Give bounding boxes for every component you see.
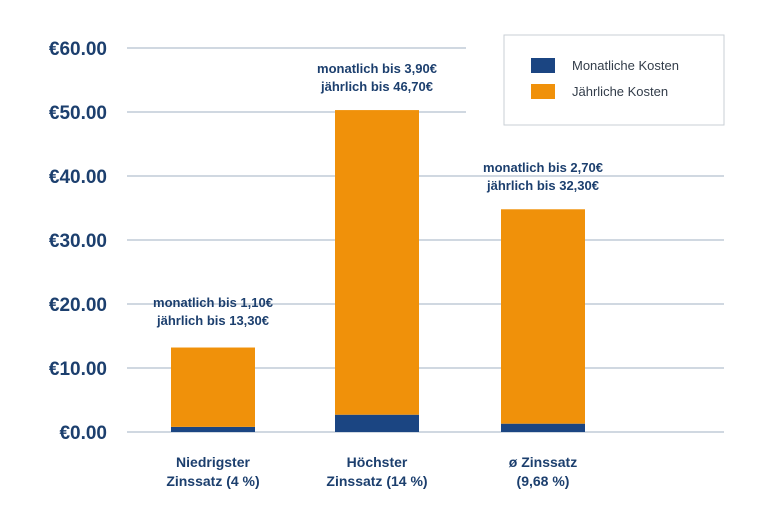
category-label: Niedrigster xyxy=(176,454,250,470)
bar-monthly xyxy=(335,414,419,432)
y-tick-label: €50.00 xyxy=(49,103,107,124)
bar-monthly xyxy=(501,423,585,432)
x-axis-categories: Niedrigster Zinssatz (4 %) Höchster Zinssat… xyxy=(166,454,577,489)
bar-annotation: monatlich bis 3,90€ xyxy=(317,61,437,76)
category-label: ø Zinssatz xyxy=(509,454,577,470)
bar-annotation: jährlich bis 46,70€ xyxy=(320,79,433,94)
y-tick-label: €10.00 xyxy=(49,359,107,380)
y-tick-label: €20.00 xyxy=(49,295,107,316)
legend: Monatliche Kosten Jährliche Kosten xyxy=(503,34,725,126)
category-label: (9,68 %) xyxy=(517,473,570,489)
category-label: Zinssatz (4 %) xyxy=(166,473,259,489)
legend-swatch-monthly xyxy=(531,58,555,73)
bar-yearly xyxy=(171,347,255,427)
bar-annotation: jährlich bis 32,30€ xyxy=(486,178,599,193)
category-label: Zinssatz (14 %) xyxy=(326,473,427,489)
legend-box xyxy=(503,34,725,126)
y-axis-ticks: €0.00 €10.00 €20.00 €30.00 €40.00 €50.00 €60.0… xyxy=(49,39,107,444)
y-tick-label: €30.00 xyxy=(49,231,107,252)
bar-yearly xyxy=(335,110,419,415)
category-label: Höchster xyxy=(347,454,408,470)
bar-annotation: monatlich bis 1,10€ xyxy=(153,295,273,310)
legend-label-yearly: Jährliche Kosten xyxy=(572,84,668,99)
legend-swatch-yearly xyxy=(531,84,555,99)
y-tick-label: €0.00 xyxy=(59,423,107,444)
bar-annotation: jährlich bis 13,30€ xyxy=(156,313,269,328)
y-tick-label: €40.00 xyxy=(49,167,107,188)
bars xyxy=(171,110,585,432)
legend-label-monthly: Monatliche Kosten xyxy=(572,58,679,73)
bar-monthly xyxy=(171,426,255,432)
bar-annotation: monatlich bis 2,70€ xyxy=(483,160,603,175)
bar-yearly xyxy=(501,209,585,424)
y-tick-label: €60.00 xyxy=(49,39,107,60)
bar-annotations: monatlich bis 1,10€ jährlich bis 13,30€ mo… xyxy=(153,61,603,328)
